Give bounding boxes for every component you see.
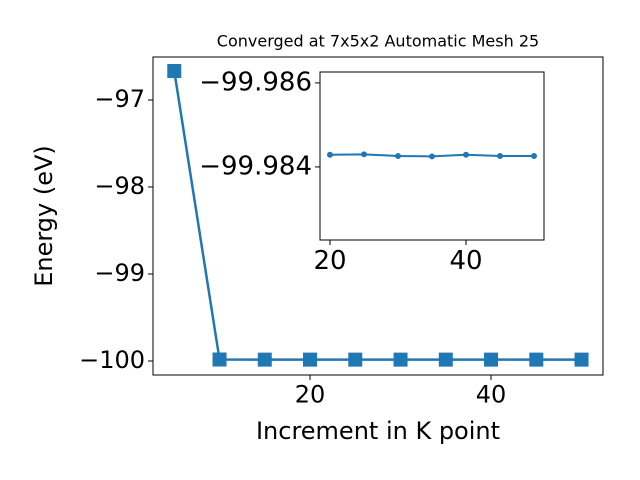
point xyxy=(531,153,537,159)
y-tick-label: −97 xyxy=(94,85,145,113)
x-axis-label: Increment in K point xyxy=(256,417,500,445)
point xyxy=(167,64,182,79)
point xyxy=(393,352,408,367)
x-tick-label: 20 xyxy=(295,380,326,408)
point xyxy=(429,153,435,160)
x-tick-label: 40 xyxy=(476,380,507,408)
point xyxy=(497,153,503,159)
point xyxy=(395,153,401,159)
point xyxy=(327,151,333,158)
chart-title: Converged at 7x5x2 Automatic Mesh 25 xyxy=(217,32,539,51)
series-line xyxy=(173,70,582,361)
y-axis-label: Energy (eV) xyxy=(30,145,58,287)
point xyxy=(303,352,318,367)
point xyxy=(574,352,589,367)
point xyxy=(438,352,453,367)
y-tick-label: −99 xyxy=(94,259,145,287)
x-tick-label: 20 xyxy=(313,246,346,276)
point xyxy=(212,352,227,367)
y-tick-label: −98 xyxy=(94,172,145,200)
y-tick-label: −100 xyxy=(79,346,145,374)
x-tick-label: 40 xyxy=(449,246,482,276)
point xyxy=(484,352,499,367)
y-tick-label: −99.986 xyxy=(199,67,312,97)
point xyxy=(529,352,544,367)
point xyxy=(463,151,469,158)
point xyxy=(257,352,272,367)
y-tick-label: −99.984 xyxy=(199,151,312,181)
point xyxy=(361,151,367,158)
point xyxy=(348,352,363,367)
